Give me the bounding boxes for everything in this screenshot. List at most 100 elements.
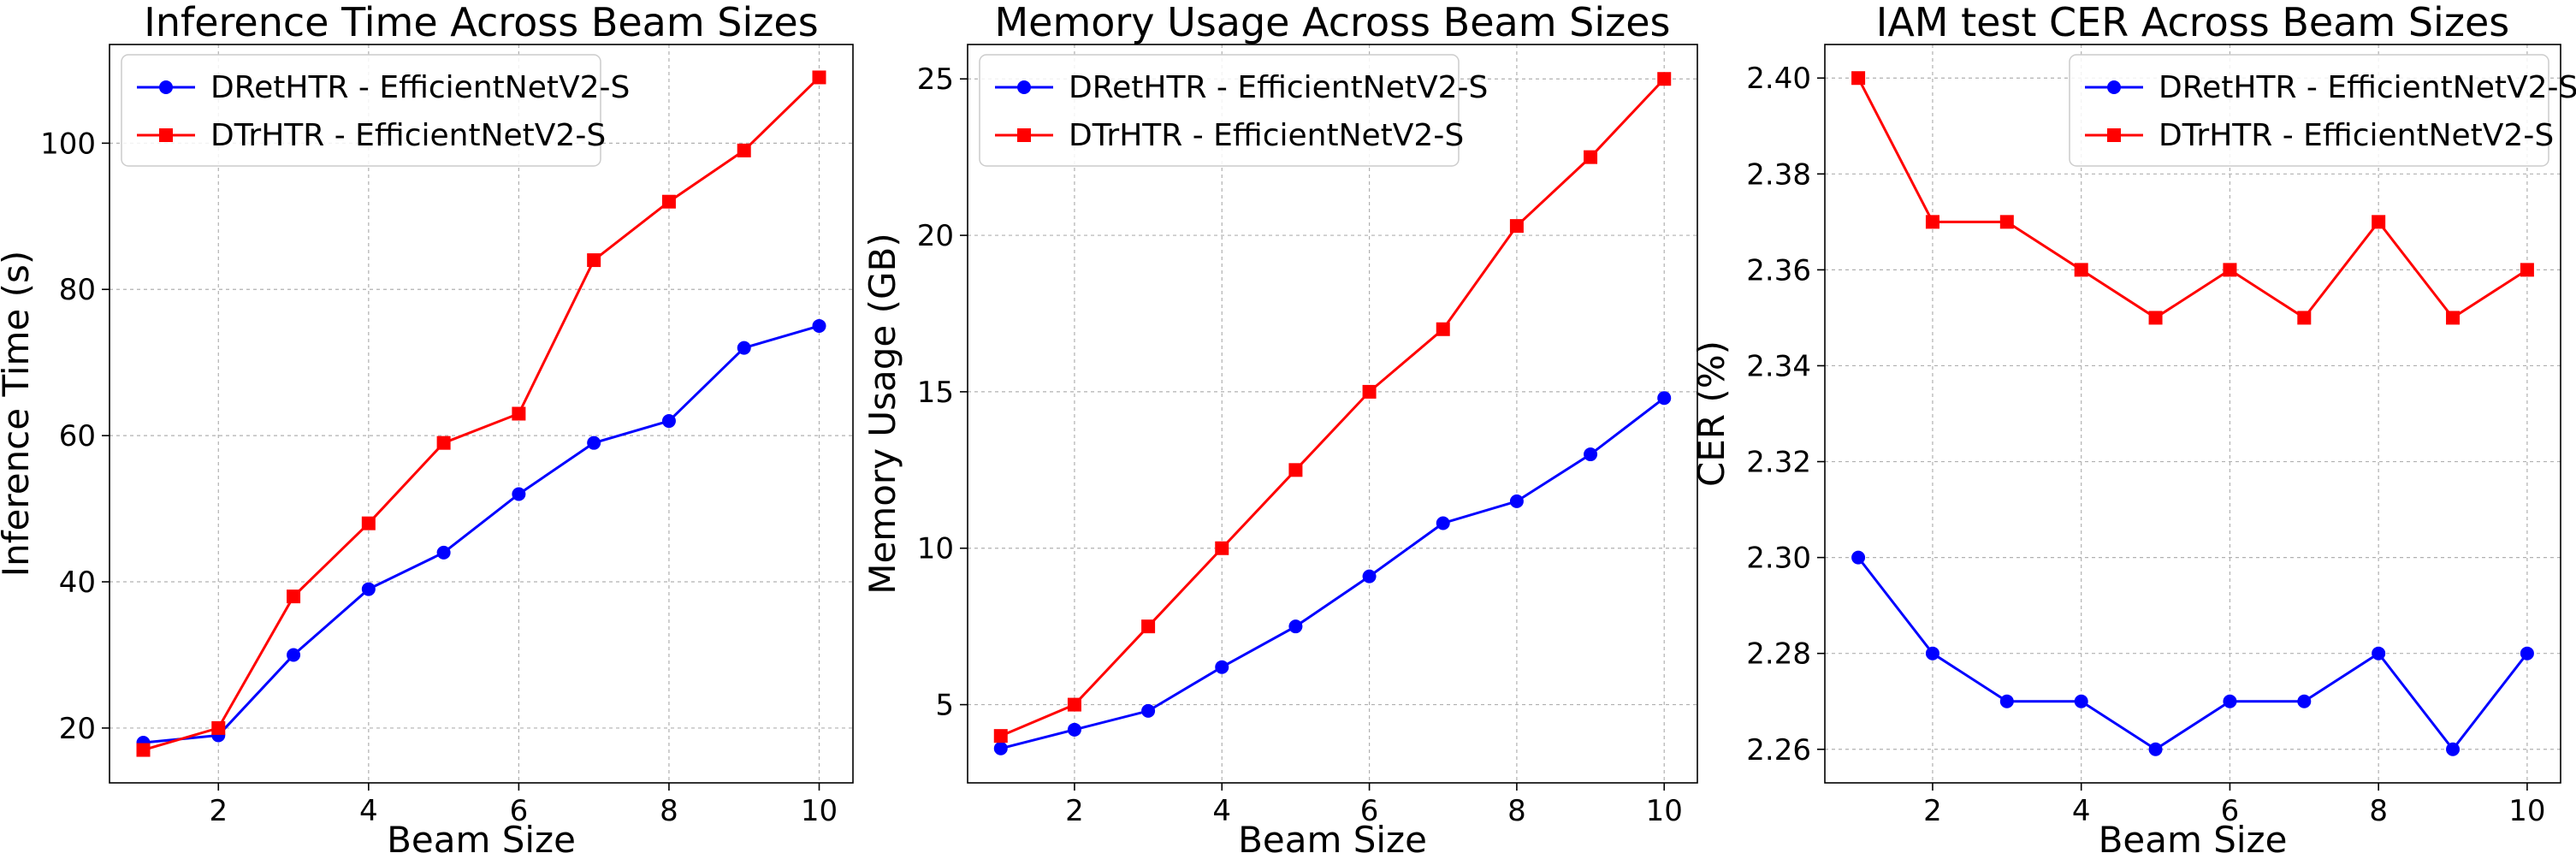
data-point: [361, 516, 376, 530]
data-point: [1851, 71, 1866, 86]
x-tick-label: 10: [2508, 794, 2545, 828]
plot-frame: [109, 44, 854, 784]
data-point: [1584, 150, 1598, 164]
data-point: [361, 582, 376, 596]
legend-box: [121, 54, 601, 167]
y-tick-label: 2.28: [1746, 637, 1811, 672]
x-axis-label: Beam Size: [1238, 819, 1427, 861]
x-axis-label: Beam Size: [2099, 819, 2288, 861]
data-point: [287, 648, 301, 662]
legend-marker: [159, 128, 173, 142]
data-point: [1141, 619, 1156, 634]
data-point: [136, 743, 151, 757]
data-point: [2074, 263, 2088, 277]
data-point: [993, 741, 1008, 755]
data-point: [2223, 263, 2237, 277]
data-point: [812, 70, 826, 85]
series-line-dret: [1856, 556, 2529, 752]
data-point: [661, 194, 676, 209]
legend-marker: [2107, 128, 2121, 142]
data-point: [737, 341, 751, 355]
data-point: [436, 435, 451, 450]
legend-label: DRetHTR - EfficientNetV2-S: [1069, 70, 1488, 105]
y-tick-label: 20: [59, 712, 96, 746]
x-tick-label: 8: [660, 794, 678, 828]
data-point: [661, 414, 676, 429]
legend-marker: [159, 80, 173, 94]
data-point: [1288, 619, 1303, 634]
y-tick-label: 80: [59, 273, 96, 307]
data-point: [1141, 703, 1156, 718]
x-tick-label: 2: [209, 794, 228, 828]
data-point: [1436, 516, 1450, 530]
data-point: [1999, 694, 2014, 708]
data-point: [287, 590, 301, 604]
y-tick-label: 5: [935, 689, 954, 723]
x-tick-label: 4: [1212, 794, 1231, 828]
data-point: [2297, 694, 2312, 708]
legend-marker: [1017, 80, 1031, 94]
data-point: [1288, 463, 1303, 477]
plot-frame: [967, 44, 1698, 784]
data-point: [2520, 646, 2534, 661]
legend-label: DRetHTR - EfficientNetV2-S: [210, 70, 630, 105]
y-tick-label: 2.30: [1746, 542, 1811, 576]
data-point: [1657, 391, 1672, 406]
data-point: [436, 545, 451, 560]
series-line-dtr: [1000, 78, 1666, 738]
data-point: [1925, 215, 1939, 229]
data-point: [1362, 384, 1377, 399]
data-point: [737, 143, 751, 157]
data-point: [2223, 694, 2237, 708]
x-tick-label: 10: [801, 794, 838, 828]
legend: DRetHTR - EfficientNetV2-S DTrHTR - Effic…: [121, 54, 630, 167]
x-tick-label: 2: [1923, 794, 1942, 828]
legend-label: DTrHTR - EfficientNetV2-S: [2159, 118, 2554, 153]
x-tick-label: 6: [510, 794, 529, 828]
data-point: [587, 435, 601, 450]
data-point: [2372, 215, 2386, 229]
data-point: [1657, 72, 1672, 86]
data-point: [1362, 569, 1377, 584]
data-point: [1584, 447, 1598, 462]
x-tick-label: 8: [1507, 794, 1526, 828]
x-tick-label: 8: [2369, 794, 2388, 828]
y-tick-label: 25: [917, 62, 954, 97]
data-point: [512, 487, 526, 501]
data-point: [1925, 646, 1939, 661]
data-point: [2446, 311, 2461, 325]
data-point: [512, 406, 526, 421]
legend: DRetHTR - EfficientNetV2-S DTrHTR - Effic…: [2069, 54, 2576, 167]
y-tick-label: 20: [917, 219, 954, 253]
data-point: [1509, 219, 1524, 234]
data-point: [1509, 494, 1524, 508]
y-axis-label: CER (%): [1691, 341, 1732, 487]
data-point: [1215, 541, 1229, 555]
chart-panel-2: 2 4 6 8 10 5 10 15 20 25 Memory Usage Across Beam …: [862, 0, 1698, 861]
y-tick-label: 2.26: [1746, 733, 1811, 767]
series-line-dret: [143, 324, 820, 744]
y-axis-label: Inference Time (s): [0, 251, 37, 578]
data-point: [2074, 694, 2088, 708]
x-tick-label: 2: [1065, 794, 1084, 828]
legend-label: DTrHTR - EfficientNetV2-S: [1069, 118, 1464, 153]
data-point: [812, 318, 826, 333]
series-line-dret: [1000, 397, 1666, 750]
legend-box: [979, 54, 1460, 167]
series-line-dtr: [1856, 77, 2528, 320]
y-tick-label: 60: [59, 419, 96, 453]
y-tick-label: 15: [917, 376, 954, 410]
y-tick-label: 2.38: [1746, 157, 1811, 192]
x-tick-label: 6: [1360, 794, 1379, 828]
chart-title: Inference Time Across Beam Sizes: [144, 0, 818, 45]
legend-marker: [1017, 128, 1031, 142]
y-tick-label: 2.34: [1746, 349, 1811, 383]
data-point: [1067, 697, 1081, 712]
legend: DRetHTR - EfficientNetV2-S DTrHTR - Effic…: [979, 54, 1488, 167]
data-point: [1999, 215, 2014, 229]
x-axis-label: Beam Size: [387, 819, 576, 861]
legend-label: DTrHTR - EfficientNetV2-S: [210, 118, 606, 153]
data-point: [211, 720, 226, 735]
legend-marker: [2107, 80, 2121, 94]
